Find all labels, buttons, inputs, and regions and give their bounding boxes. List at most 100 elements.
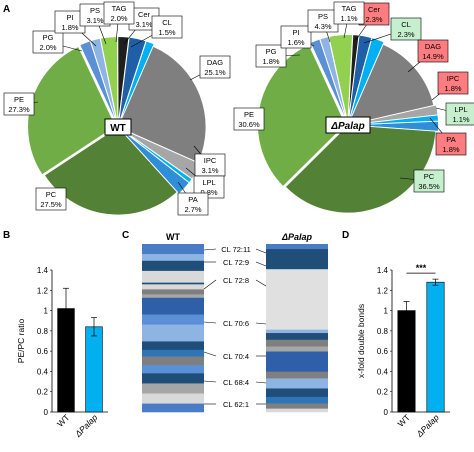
annotation-line bbox=[203, 351, 217, 357]
significance-marker: *** bbox=[416, 263, 427, 273]
callout-name-pa: PA bbox=[446, 135, 455, 144]
heatmap-cell-wt bbox=[142, 270, 204, 283]
pie-center-box bbox=[325, 116, 371, 134]
heatmap-annotation: CL 70:6 bbox=[223, 319, 249, 328]
callout-name-pi: PI bbox=[292, 28, 299, 37]
heatmap-column-header: WT bbox=[166, 232, 180, 242]
heatmap-cell-palap bbox=[266, 396, 328, 404]
heatmap-cell-palap bbox=[266, 346, 328, 352]
heatmap-cell-palap bbox=[266, 371, 328, 379]
callout-box-pe bbox=[3, 92, 35, 116]
pie-slice-pa bbox=[350, 120, 439, 132]
heatmap-annotation: CL 72:8 bbox=[223, 276, 249, 285]
callout-box-pa bbox=[435, 132, 467, 156]
callout-value-pe: 30.6% bbox=[238, 120, 260, 129]
pie-slice-tag bbox=[117, 36, 130, 125]
pie-slice-cl bbox=[118, 40, 155, 125]
callout-name-dag: DAG bbox=[425, 42, 441, 51]
pie-slice-dag bbox=[347, 43, 435, 126]
callout-name-ps: PS bbox=[90, 6, 100, 15]
callout-box-dag bbox=[199, 55, 231, 79]
heatmap-annotation: CL 62:1 bbox=[223, 400, 249, 409]
callout-name-pc: PC bbox=[424, 172, 435, 181]
callout-box-ipc bbox=[437, 71, 469, 95]
heatmap-cell-wt bbox=[142, 356, 204, 366]
callout-box-pg bbox=[32, 30, 64, 54]
heatmap-cell-wt bbox=[142, 297, 204, 315]
callout-value-pg: 1.8% bbox=[262, 57, 279, 66]
callout-name-pc: PC bbox=[46, 190, 57, 199]
callout-value-tag: 2.0% bbox=[110, 14, 127, 23]
y-tick-label: 0.2 bbox=[377, 388, 389, 397]
panel-letter-b: B bbox=[3, 230, 10, 241]
callout-value-pc: 27.5% bbox=[40, 200, 62, 209]
y-tick-label: 1.2 bbox=[37, 286, 49, 295]
heatmap-cell-wt bbox=[142, 260, 204, 272]
y-tick-label: 1.4 bbox=[377, 266, 389, 275]
callout-value-ipc: 3.1% bbox=[201, 166, 218, 175]
panel-letter-c: C bbox=[122, 230, 129, 241]
callout-box-pc bbox=[35, 187, 67, 211]
heatmap-cell-palap bbox=[266, 244, 328, 250]
y-axis-label: x-fold double bonds bbox=[356, 304, 366, 378]
annotation-line bbox=[255, 322, 267, 325]
callout-value-pi: 1.6% bbox=[287, 38, 304, 47]
heatmap-cell-palap bbox=[266, 269, 328, 330]
pie-slice-tag bbox=[347, 34, 360, 123]
heatmap-cell-wt bbox=[142, 403, 204, 413]
callout-value-cer: 2.3% bbox=[365, 15, 382, 24]
heatmap-annotation: CL 70:4 bbox=[223, 352, 249, 361]
callout-box-cl bbox=[151, 15, 183, 39]
callout-value-cl: 1.5% bbox=[158, 28, 175, 37]
callout-name-cl: CL bbox=[162, 18, 172, 27]
callout-value-dag: 25.1% bbox=[204, 68, 226, 77]
callout-box-pe bbox=[233, 107, 265, 131]
callout-value-lpl: 1.1% bbox=[452, 115, 469, 124]
heatmap-column-header: ΔPalap bbox=[281, 232, 313, 242]
callout-box-pi bbox=[280, 25, 312, 49]
y-tick-label: 1.4 bbox=[37, 266, 49, 275]
callout-name-tag: TAG bbox=[112, 4, 127, 13]
callout-value-ipc: 1.8% bbox=[444, 84, 461, 93]
pie-slice-pc bbox=[284, 124, 437, 214]
callout-box-tag bbox=[103, 1, 135, 25]
heatmap-cell-palap bbox=[266, 403, 328, 409]
heatmap-cell-wt bbox=[142, 244, 204, 255]
y-axis-label: PE/PC ratio bbox=[16, 319, 26, 364]
callout-name-pi: PI bbox=[66, 13, 73, 22]
heatmap-cell-palap bbox=[266, 249, 328, 270]
y-tick-label: 1.2 bbox=[377, 286, 389, 295]
pie-slice-cl bbox=[348, 37, 385, 123]
heatmap-cell-wt bbox=[142, 393, 204, 404]
callout-value-pa: 2.7% bbox=[184, 205, 201, 214]
callout-name-pg: PG bbox=[43, 33, 54, 42]
callout-name-ps: PS bbox=[318, 12, 328, 21]
pie-center-label: ΔPalap bbox=[330, 121, 364, 132]
y-tick-label: 0.4 bbox=[37, 367, 49, 376]
heatmap-cell-palap bbox=[266, 351, 328, 372]
pie-slice-pc bbox=[43, 126, 178, 216]
callout-box-dag bbox=[417, 39, 449, 63]
y-tick-label: 0.2 bbox=[37, 388, 49, 397]
callout-name-ipc: IPC bbox=[204, 156, 217, 165]
callout-value-tag: 1.1% bbox=[340, 14, 357, 23]
y-tick-label: 0.6 bbox=[37, 347, 49, 356]
y-tick-label: 0.8 bbox=[37, 327, 49, 336]
y-tick-label: 0 bbox=[384, 408, 389, 417]
callout-name-lpl: LPL bbox=[454, 105, 467, 114]
heatmap-cell-wt bbox=[142, 254, 204, 262]
callout-value-pg: 2.0% bbox=[39, 43, 56, 52]
x-tick-label: ΔPalap bbox=[72, 412, 99, 439]
callout-value-pi: 1.8% bbox=[61, 23, 78, 32]
annotation-line bbox=[203, 380, 217, 383]
callout-name-cer: Cer bbox=[138, 10, 151, 19]
callout-name-cer: Cer bbox=[368, 5, 381, 14]
x-tick-label: ΔPalap bbox=[414, 412, 441, 439]
y-tick-label: 0.6 bbox=[377, 347, 389, 356]
y-tick-label: 0 bbox=[44, 408, 49, 417]
x-tick-label: WT bbox=[395, 412, 411, 428]
callout-box-pa bbox=[177, 192, 209, 216]
annotation-line bbox=[255, 248, 267, 254]
callout-value-cer: 3.1% bbox=[135, 20, 152, 29]
heatmap-cell-wt bbox=[142, 284, 204, 290]
